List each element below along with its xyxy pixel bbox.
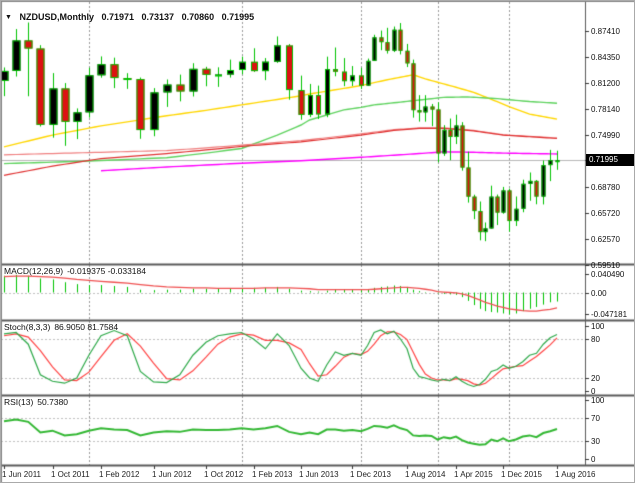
time-axis-label: 1 Aug 2016 (555, 470, 596, 479)
price-axis-label: 0.81200 (591, 79, 620, 88)
macd-panel-label: MACD(12,26,9) -0.019375 -0.033184 (4, 266, 146, 276)
quote-low: 0.70860 (181, 12, 215, 22)
price-axis-label: 30 (591, 437, 600, 446)
price-axis-label: 0.78140 (591, 105, 620, 114)
current-price-tag: 0.71995 (586, 154, 634, 166)
symbol-name: NZDUSD,Monthly (19, 12, 94, 22)
time-axis-label: 1 Feb 2012 (99, 470, 140, 479)
symbol-header: ▼ NZDUSD,Monthly 0.71971 0.73137 0.70860… (5, 12, 259, 22)
price-axis-label: 0.62570 (591, 235, 620, 244)
rsi-panel-label: RSI(13) 50.7380 (4, 397, 69, 407)
symbol-dropdown-icon[interactable]: ▼ (5, 14, 12, 21)
time-axis-label: 1 Jun 2013 (299, 470, 339, 479)
price-axis-label: 0.84350 (591, 53, 620, 62)
stoch-panel-label: Stoch(8,3,3) 86.9050 81.7584 (4, 322, 119, 332)
quote-open: 0.71971 (101, 12, 135, 22)
price-axis-label: 0.65720 (591, 209, 620, 218)
price-axis-label: 0.74990 (591, 131, 620, 140)
price-axis-label: 70 (591, 414, 600, 423)
price-axis-label: 100 (591, 396, 605, 405)
time-axis-label: 1 Dec 2015 (501, 470, 542, 479)
time-axis-label: 1 Feb 2013 (252, 470, 293, 479)
time-axis-label: 1 Oct 2011 (51, 470, 90, 479)
quote-close: 0.71995 (221, 12, 255, 22)
price-axis-label: 0.87410 (591, 27, 620, 36)
time-axis-label: 1 Jun 2012 (152, 470, 192, 479)
quote-high: 0.73137 (141, 12, 175, 22)
price-axis-label: 0.00 (591, 289, 607, 298)
time-axis-label: 1 Aug 2014 (405, 470, 446, 479)
time-axis-label: 1 Dec 2013 (350, 470, 391, 479)
price-axis-label: 0 (591, 455, 596, 464)
time-axis-label: 1 Apr 2015 (454, 470, 493, 479)
time-axis-label: 1 Oct 2012 (204, 470, 244, 479)
price-axis-label: -0.047181 (591, 310, 628, 319)
price-axis-label: 0 (591, 387, 596, 396)
price-axis-label: 100 (591, 322, 605, 331)
price-axis-label: 20 (591, 374, 600, 383)
price-axis-label: 0.040490 (591, 270, 625, 279)
price-axis-label: 0.59510 (591, 261, 620, 270)
price-axis-label: 80 (591, 335, 600, 344)
time-axis-label: 1 Jun 2011 (2, 470, 41, 479)
price-axis-label: 0.68780 (591, 183, 620, 192)
